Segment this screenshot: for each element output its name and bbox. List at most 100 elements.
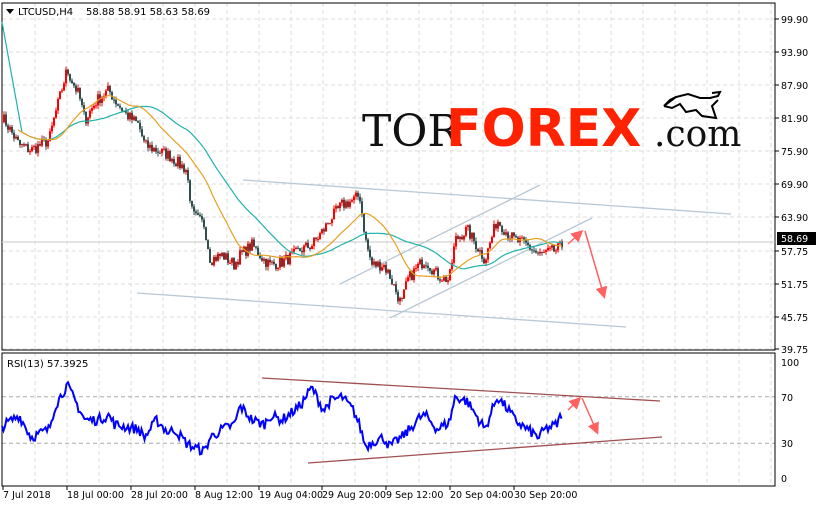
candle-body <box>547 247 549 251</box>
descending-channel-lower <box>136 292 627 328</box>
price-tick-label: 87.90 <box>781 81 808 92</box>
candle-body <box>195 211 197 214</box>
candle-body <box>179 156 181 168</box>
rsi-tick-label: 100 <box>781 358 799 369</box>
candle-body <box>109 85 111 93</box>
candle-body <box>363 213 365 232</box>
candle-body <box>261 258 263 261</box>
candle-body <box>299 248 301 251</box>
candle-body <box>131 112 133 120</box>
candle-body <box>57 98 59 111</box>
current-price-label: 58.69 <box>781 234 808 245</box>
candle-body <box>527 242 529 246</box>
candle-body <box>181 164 183 168</box>
candle-body <box>37 144 39 153</box>
candle-body <box>377 261 379 267</box>
candle-body <box>31 147 33 152</box>
candle-body <box>315 237 317 240</box>
candle-body <box>91 108 93 111</box>
candle-body <box>281 257 283 267</box>
candle-body <box>275 263 277 270</box>
candle-body <box>339 202 341 209</box>
candle-body <box>553 245 555 252</box>
candle-body <box>391 278 393 285</box>
candle-body <box>341 199 343 203</box>
candle-body <box>9 126 11 130</box>
candle-body <box>357 192 359 197</box>
candle-body <box>201 216 203 220</box>
time-tick-label: 20 Sep 04:00 <box>450 490 513 501</box>
candle-body <box>321 229 323 234</box>
candle-body <box>55 110 57 118</box>
candle-body <box>125 111 127 113</box>
candle-body <box>69 74 71 81</box>
candle-body <box>429 267 431 271</box>
candle-body <box>27 144 29 152</box>
time-tick-label: 18 Jul 00:00 <box>67 490 124 501</box>
candle-body <box>447 280 449 282</box>
logo-text-com: .com <box>654 114 741 155</box>
candle-body <box>397 292 399 302</box>
candle-body <box>297 247 299 249</box>
candle-body <box>15 136 17 139</box>
time-tick-label: 9 Sep 12:00 <box>386 490 443 501</box>
candle-body <box>417 263 419 268</box>
candle-body <box>317 238 319 240</box>
candle-body <box>409 271 411 278</box>
candle-body <box>497 222 499 229</box>
candle-body <box>75 85 77 92</box>
candle-body <box>311 246 313 250</box>
candle-body <box>381 267 383 271</box>
candle-body <box>217 253 219 261</box>
candle-body <box>305 242 307 246</box>
candle-body <box>183 164 185 173</box>
candle-body <box>287 254 289 265</box>
candle-body <box>483 258 485 264</box>
candle-body <box>265 258 267 267</box>
time-tick-label: 7 Jul 2018 <box>3 490 51 501</box>
candle-body <box>511 232 513 240</box>
candle-body <box>53 117 55 126</box>
candle-body <box>459 236 461 239</box>
candle-body <box>387 269 389 273</box>
rising-channel-upper <box>339 184 541 285</box>
symbol-label: LTCUSD,H4 <box>18 7 73 18</box>
candle-body <box>235 262 237 270</box>
time-tick-label: 30 Sep 20:00 <box>514 490 577 501</box>
candle-body <box>135 116 137 122</box>
price-tick-label: 51.75 <box>781 280 808 291</box>
candle-body <box>467 225 469 227</box>
candle-body <box>543 251 545 253</box>
candle-body <box>443 275 445 281</box>
ma-fast-line <box>17 95 563 278</box>
candle-body <box>157 151 159 153</box>
candle-body <box>147 140 149 148</box>
dropdown-triangle-icon[interactable] <box>6 9 14 14</box>
ohlc-values: 58.88 58.91 58.63 58.69 <box>86 7 210 18</box>
candle-body <box>197 213 199 215</box>
candle-body <box>269 259 271 263</box>
candle-body <box>423 265 425 269</box>
candle-body <box>273 261 275 264</box>
candle-body <box>117 104 119 106</box>
candle-body <box>433 269 435 275</box>
candle-body <box>143 136 145 141</box>
candle-body <box>435 268 437 270</box>
candle-body <box>165 148 167 159</box>
rising-channel-lower <box>389 217 593 319</box>
candle-body <box>119 105 121 108</box>
candle-body <box>145 140 147 142</box>
logo-text-tor: TOR <box>362 106 462 157</box>
bull-icon <box>663 90 722 120</box>
time-tick-label: 28 Jul 20:00 <box>131 490 188 501</box>
candle-body <box>17 136 19 141</box>
time-tick-label: 19 Aug 04:00 <box>259 490 323 501</box>
candle-body <box>207 240 209 250</box>
time-axis: 7 Jul 2018 18 Jul 00:00 28 Jul 20:00 8 Aug … <box>2 486 577 501</box>
candle-body <box>355 192 357 197</box>
candle-body <box>105 90 107 97</box>
candle-body <box>279 257 281 268</box>
candle-body <box>463 235 465 240</box>
candle-body <box>427 265 429 268</box>
